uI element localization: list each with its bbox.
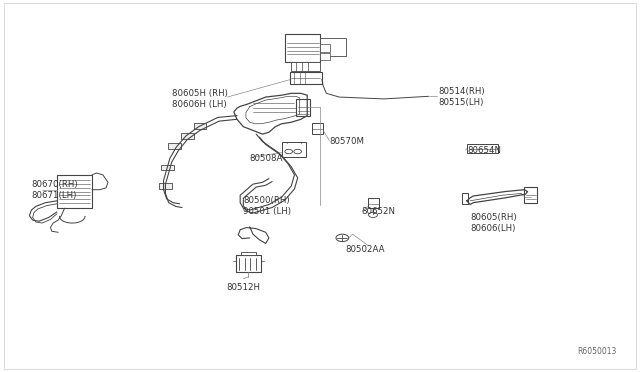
Bar: [193, 123, 206, 129]
Bar: [312, 123, 323, 134]
Bar: [320, 53, 330, 60]
Text: 80652N: 80652N: [362, 208, 396, 217]
Bar: [168, 143, 180, 149]
Bar: [368, 198, 380, 208]
Circle shape: [294, 149, 301, 154]
Bar: [296, 99, 310, 116]
Text: 80654N: 80654N: [467, 146, 501, 155]
Bar: [320, 38, 346, 56]
Bar: [282, 141, 306, 157]
Bar: [236, 255, 261, 272]
Text: 80670(RH)
80671(LH): 80670(RH) 80671(LH): [31, 180, 78, 200]
Text: 80514(RH)
80515(LH): 80514(RH) 80515(LH): [438, 87, 484, 107]
Bar: [161, 164, 173, 170]
Bar: [180, 133, 193, 139]
Text: 80500(RH)
90501 (LH): 80500(RH) 90501 (LH): [243, 196, 291, 217]
Bar: [291, 62, 320, 71]
Bar: [290, 72, 322, 84]
Text: R6050013: R6050013: [577, 347, 617, 356]
Text: 80570M: 80570M: [330, 137, 365, 146]
Text: 80605(RH)
80606(LH): 80605(RH) 80606(LH): [470, 213, 516, 233]
Text: 80502AA: 80502AA: [346, 244, 385, 253]
Bar: [159, 183, 172, 189]
Bar: [320, 44, 330, 52]
Text: 80605H (RH)
80606H (LH): 80605H (RH) 80606H (LH): [172, 89, 227, 109]
Bar: [57, 175, 92, 208]
Bar: [285, 34, 320, 62]
Circle shape: [369, 212, 378, 218]
Bar: [524, 187, 537, 203]
Circle shape: [336, 234, 349, 241]
Text: 80512H: 80512H: [227, 283, 260, 292]
Text: 80508A: 80508A: [250, 154, 283, 163]
Bar: [241, 251, 256, 255]
Bar: [462, 193, 468, 204]
Bar: [467, 144, 497, 153]
Circle shape: [285, 149, 292, 154]
